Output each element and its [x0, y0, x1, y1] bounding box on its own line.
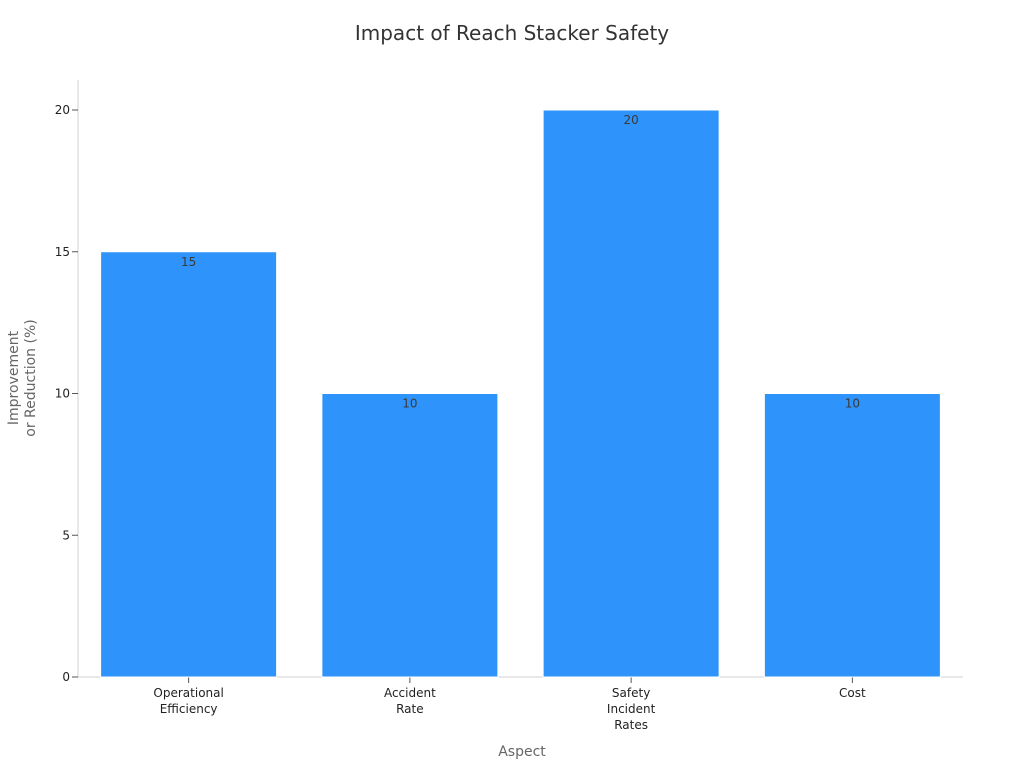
data-label: 20 [623, 113, 638, 127]
x-tick-label: Accident Rate [384, 686, 436, 716]
y-tick-label: 0 [62, 670, 70, 684]
bar [321, 393, 499, 678]
data-label: 10 [845, 397, 860, 411]
x-axis-title: Aspect [498, 744, 546, 760]
bar [763, 393, 941, 678]
x-tick-label: Cost [839, 686, 866, 700]
y-tick-label: 20 [55, 103, 70, 117]
y-axis-title: Improvementor Reduction (%) [6, 319, 39, 436]
x-tick-label: Operational Efficiency [153, 686, 223, 716]
y-tick-label: 10 [55, 387, 70, 401]
data-label: 15 [181, 255, 196, 269]
data-labels: 15 10 20 10 [181, 113, 860, 411]
y-tick-label: 15 [55, 245, 70, 259]
data-label: 10 [402, 397, 417, 411]
bar [100, 251, 278, 678]
y-tick-label: 5 [62, 528, 70, 542]
y-axis-title-text: Improvementor Reduction (%) [6, 319, 39, 436]
bar [542, 109, 720, 678]
x-tick-label: Safety Incident Rates [607, 686, 656, 732]
chart-title: Impact of Reach Stacker Safety [355, 21, 669, 45]
bars [100, 109, 941, 678]
